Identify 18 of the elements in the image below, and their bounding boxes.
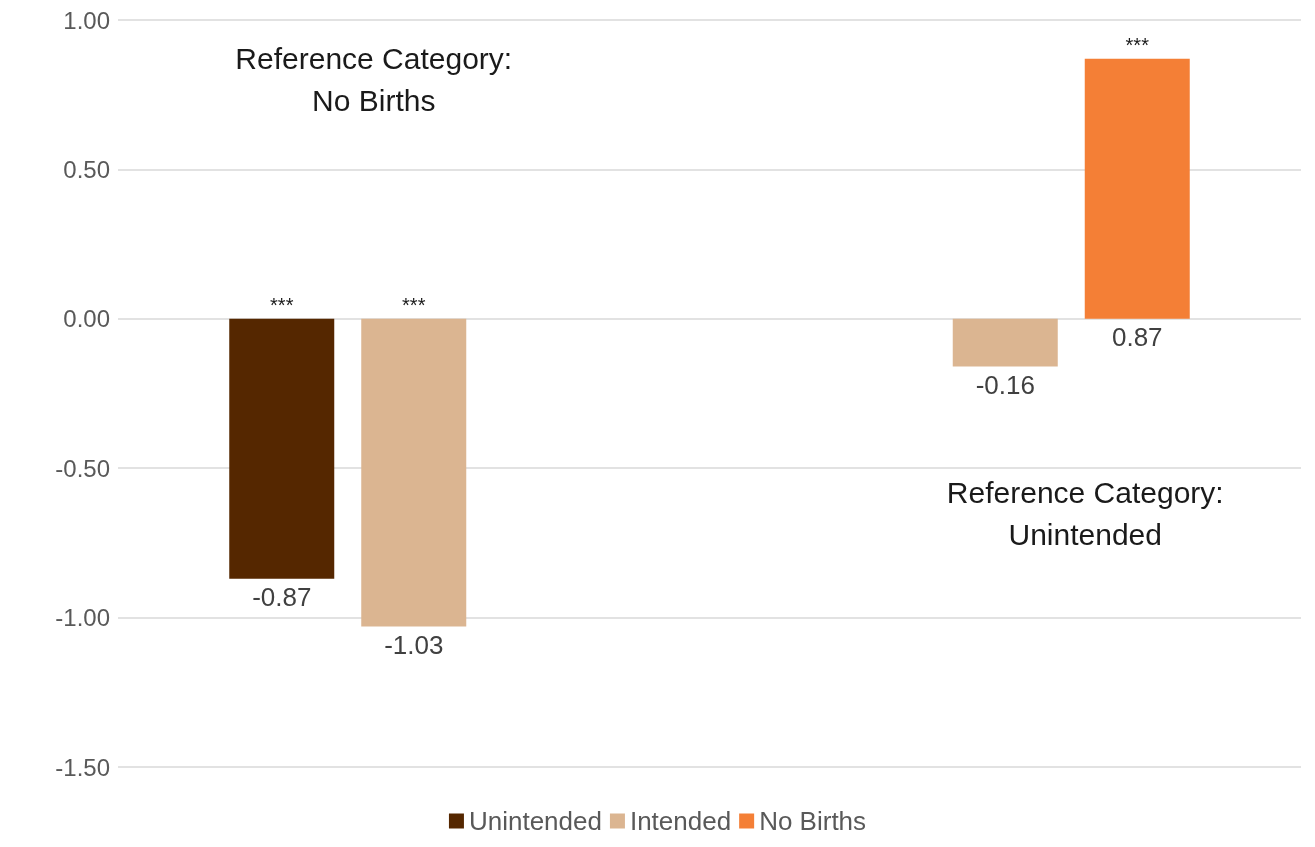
data-label: -1.03 <box>384 629 444 660</box>
data-label: 0.87 <box>1111 321 1163 352</box>
y-tick-label: 0.50 <box>63 155 110 183</box>
annotation: *** <box>270 293 294 316</box>
y-tick-label: -1.50 <box>55 753 110 781</box>
data-label: -0.16 <box>975 369 1035 400</box>
annotation: Reference Category: Unintended <box>946 475 1224 551</box>
legend-label: Intended <box>629 806 732 836</box>
legend-label: No Births <box>759 806 867 836</box>
annotation: Reference Category: No Births <box>235 42 513 118</box>
annotation: *** <box>1125 33 1150 56</box>
y-tick-label: -0.50 <box>55 454 110 482</box>
y-tick-label: 1.00 <box>63 6 110 34</box>
y-tick-label: -1.00 <box>55 604 110 632</box>
annotation: *** <box>402 293 426 316</box>
data-label: -0.87 <box>252 581 312 612</box>
legend-label: Unintended <box>468 806 602 836</box>
y-tick-label: 0.00 <box>63 305 110 333</box>
